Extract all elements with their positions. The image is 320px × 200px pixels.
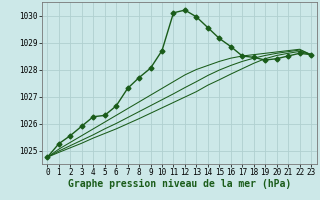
X-axis label: Graphe pression niveau de la mer (hPa): Graphe pression niveau de la mer (hPa) [68,179,291,189]
